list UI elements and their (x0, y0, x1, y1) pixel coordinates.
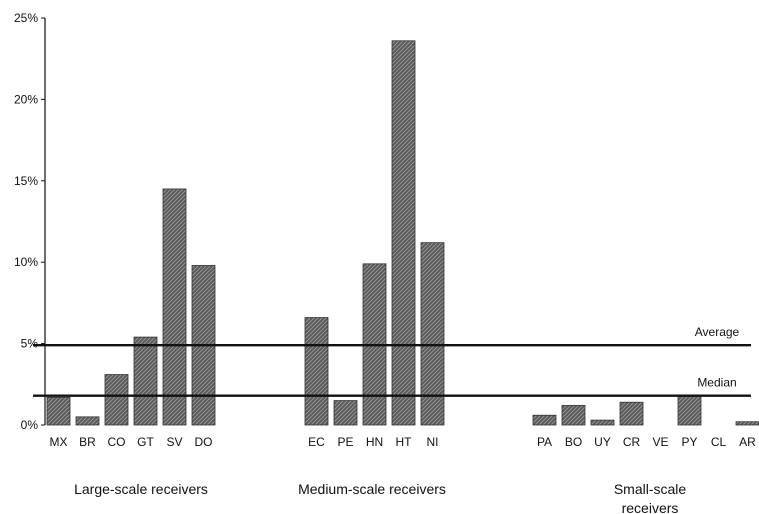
category-label-uy: UY (594, 435, 611, 449)
y-axis: 0% 5% 10% 15% 20% 25% (14, 11, 46, 432)
bar-co (104, 374, 129, 426)
bars (46, 40, 759, 426)
category-label-cr: CR (623, 435, 641, 449)
x-axis-labels: MX BR CO GT SV DO EC PE HN HT NI PA BO UY CR VE PY CL AR (50, 435, 757, 449)
median-label: Median (697, 376, 736, 390)
category-label-sv: SV (166, 435, 182, 449)
bar-br (75, 416, 100, 426)
category-label-gt: GT (137, 435, 154, 449)
bar-sv (162, 188, 187, 426)
bar-mx (46, 396, 71, 426)
y-tick-label: 15% (14, 174, 38, 188)
category-label-py: PY (681, 435, 697, 449)
bar-pa (532, 414, 557, 426)
bar-py (677, 395, 702, 426)
category-label-ht: HT (396, 435, 413, 449)
category-label-ni: NI (427, 435, 439, 449)
y-tick-label: 10% (14, 255, 38, 269)
category-label-cl: CL (711, 435, 727, 449)
y-tick-label: 20% (14, 92, 38, 106)
bar-gt (133, 336, 158, 426)
bar-ht (391, 40, 416, 426)
y-tick-label: 5% (21, 337, 39, 351)
y-tick-label: 0% (21, 418, 39, 432)
bar-pe (333, 400, 358, 426)
bar-ar (735, 421, 759, 426)
category-label-ar: AR (739, 435, 756, 449)
group-label-0: Large-scale receivers (74, 481, 208, 497)
category-label-pe: PE (337, 435, 353, 449)
category-label-do: DO (195, 435, 213, 449)
category-label-mx: MX (50, 435, 68, 449)
category-label-br: BR (79, 435, 96, 449)
group-label-2: Small-scale receivers (614, 481, 687, 514)
bar-ec (304, 317, 329, 426)
reference-lines: Average Median (33, 325, 751, 397)
category-label-co: CO (108, 435, 126, 449)
y-tick-label: 25% (14, 11, 38, 25)
category-label-ve: VE (652, 435, 668, 449)
average-label: Average (695, 325, 740, 339)
bar-cr (619, 401, 644, 426)
bar-uy (590, 419, 615, 426)
group-labels: Large-scale receivers Medium-scale receiv… (74, 481, 686, 514)
bar-ni (420, 242, 445, 426)
category-label-hn: HN (366, 435, 383, 449)
category-label-pa: PA (537, 435, 552, 449)
category-label-ec: EC (308, 435, 325, 449)
bar-bo (561, 405, 586, 426)
category-label-bo: BO (565, 435, 582, 449)
group-label-1: Medium-scale receivers (298, 481, 446, 497)
